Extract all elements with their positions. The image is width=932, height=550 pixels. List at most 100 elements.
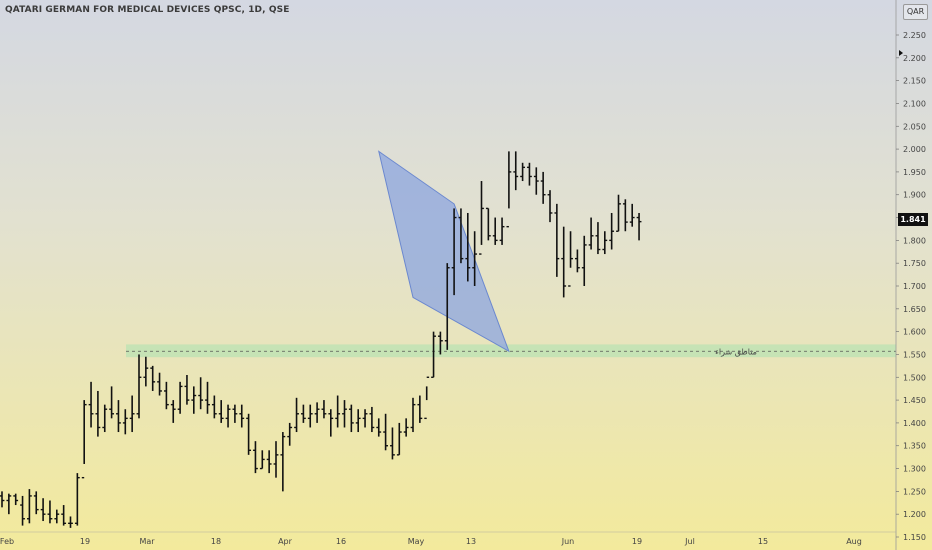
ohlc-bar <box>485 207 491 241</box>
ohlc-bar <box>602 231 608 255</box>
ohlc-bar <box>444 263 450 350</box>
ohlc-bar <box>280 432 286 492</box>
price-tick-label: 2.150 <box>903 77 926 86</box>
time-tick-label: 18 <box>211 537 221 546</box>
ohlc-bar <box>479 181 484 255</box>
ohlc-bar <box>465 212 471 282</box>
ohlc-bar <box>61 505 67 526</box>
ohlc-bar <box>253 441 258 474</box>
ohlc-bar <box>348 404 354 433</box>
price-tick-label: 1.200 <box>903 510 926 519</box>
ohlc-bar <box>246 413 251 455</box>
price-tick-label: 1.600 <box>903 328 926 337</box>
ohlc-bar <box>417 395 423 423</box>
ohlc-bar <box>335 395 341 428</box>
ohlc-bar <box>561 226 567 298</box>
ohlc-bar <box>581 235 587 286</box>
ohlc-bar <box>369 406 375 433</box>
ohlc-bar <box>527 162 532 186</box>
ohlc-bar <box>575 249 580 273</box>
price-tick-label: 2.000 <box>903 145 926 154</box>
ohlc-bar <box>20 495 25 526</box>
diamond-pattern-shape <box>378 150 510 353</box>
ohlc-bar <box>533 167 539 195</box>
ohlc-bar <box>211 395 217 419</box>
ohlc-bar <box>568 231 573 287</box>
ohlc-bar <box>403 418 409 437</box>
ohlc-bar <box>307 404 313 428</box>
ohlc-bar <box>225 404 231 428</box>
time-tick-label: Jul <box>684 537 695 546</box>
ohlc-bar <box>622 199 628 232</box>
ohlc-bar <box>458 208 464 264</box>
ohlc-bar <box>451 208 457 296</box>
time-tick-label: 13 <box>466 537 476 546</box>
price-tick-label: 1.900 <box>903 191 926 200</box>
ohlc-bar <box>410 397 416 433</box>
chart-title: QATARI GERMAN FOR MEDICAL DEVICES QPSC, … <box>5 5 290 15</box>
ohlc-bar <box>287 422 293 446</box>
ohlc-bar <box>54 509 60 524</box>
buy-zone-label: مناطق شراء <box>715 347 757 356</box>
ohlc-bar <box>198 377 204 410</box>
ohlc-bar <box>616 194 621 232</box>
price-tick-label: 2.050 <box>903 122 926 131</box>
price-tick-label: 1.950 <box>903 168 926 177</box>
ohlc-bar <box>33 491 39 515</box>
price-axis[interactable]: 2.250 2.200 2.150 2.100 2.050 2.000 1.950 1.900… <box>895 0 926 550</box>
ohlc-bar <box>431 331 436 378</box>
price-tick-label: 1.350 <box>903 442 926 451</box>
ohlc-bar <box>492 217 498 245</box>
ohlc-bar <box>294 397 299 433</box>
price-tick-label: 1.300 <box>903 465 926 474</box>
buy-zone-band <box>126 344 896 358</box>
price-tick-label: 2.250 <box>903 31 926 40</box>
ohlc-bar <box>13 493 19 506</box>
ohlc-bar <box>259 450 265 470</box>
ohlc-bar <box>150 365 156 391</box>
ohlc-bar <box>40 498 46 522</box>
ohlc-bar <box>218 400 224 423</box>
scale-marker-icon <box>899 50 903 56</box>
ohlc-bar <box>184 374 190 405</box>
price-tick-label: 1.400 <box>903 419 926 428</box>
time-tick-label: 15 <box>758 537 768 546</box>
ohlc-bar <box>170 400 176 423</box>
ohlc-bar <box>396 422 402 456</box>
ohlc-bars <box>0 151 642 528</box>
ohlc-bar <box>362 409 368 428</box>
ohlc-bar <box>136 354 142 419</box>
ohlc-bar <box>506 151 512 228</box>
ohlc-bar <box>205 381 210 414</box>
ohlc-bar <box>390 427 395 460</box>
time-tick-label: Apr <box>278 537 293 546</box>
ohlc-bar <box>342 400 347 428</box>
buy-zone: مناطق شراء <box>126 344 896 358</box>
price-tick-label: 2.200 <box>903 54 926 63</box>
currency-button[interactable]: QAR <box>903 4 928 20</box>
price-tick-label: 1.150 <box>903 533 926 542</box>
ohlc-bar <box>520 162 525 182</box>
price-tick-label: 1.550 <box>903 350 926 359</box>
price-tick-label: 1.450 <box>903 396 926 405</box>
ohlc-bar <box>0 491 5 508</box>
time-tick-label: Feb <box>0 537 14 546</box>
ohlc-bar <box>321 400 327 419</box>
ohlc-bar <box>376 418 382 437</box>
ohlc-bar <box>74 473 80 526</box>
ohlc-bar <box>540 171 546 204</box>
ohlc-bar <box>116 400 121 433</box>
ohlc-bar <box>232 404 238 423</box>
ohlc-bar <box>547 190 553 223</box>
time-tick-label: May <box>408 537 425 546</box>
diamond-pattern <box>378 150 510 353</box>
ohlc-bar <box>88 381 94 428</box>
ohlc-bar <box>424 376 430 420</box>
ohlc-bar <box>47 500 53 524</box>
ohlc-bar <box>499 217 505 245</box>
ohlc-bar <box>177 381 183 414</box>
time-axis[interactable]: Feb 19 Mar 18 Apr 16 May 13 Jun 19 Jul 15 Aug <box>0 531 896 546</box>
price-tick-label: 1.500 <box>903 373 926 382</box>
ohlc-bar <box>81 400 87 479</box>
